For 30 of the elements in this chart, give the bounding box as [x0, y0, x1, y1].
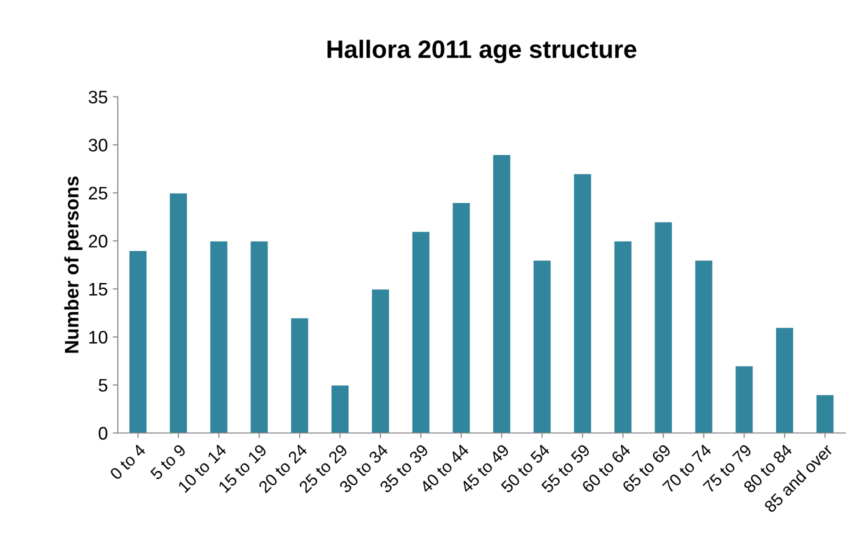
- bar: [572, 173, 592, 433]
- bar: [370, 288, 390, 433]
- y-tick-label: 15: [89, 283, 108, 296]
- y-tick-label: 30: [88, 138, 108, 152]
- bar: [734, 365, 754, 433]
- bar: [290, 317, 310, 433]
- chart-title: Hallora 2011 age structure: [328, 40, 636, 64]
- bar: [168, 192, 188, 433]
- bar: [411, 230, 431, 433]
- y-axis-title: Number of persons: [64, 176, 82, 353]
- y-tick-label: 20: [88, 234, 108, 248]
- bar: [330, 384, 350, 433]
- x-tick-label: 5 to 9: [150, 444, 186, 480]
- bar: [815, 394, 835, 433]
- bar: [774, 326, 794, 433]
- bar: [452, 202, 471, 433]
- bar: [250, 240, 269, 433]
- x-tick-label: 0 to 4: [109, 443, 146, 480]
- y-tick-label: 10: [89, 330, 108, 344]
- bar: [613, 240, 633, 433]
- bar: [654, 221, 674, 433]
- bar: [694, 260, 714, 433]
- y-tick-label: 5: [98, 379, 108, 392]
- y-tick-label: 35: [88, 90, 108, 104]
- bar: [532, 260, 552, 433]
- y-tick-label: 0: [98, 426, 108, 440]
- bar: [209, 240, 228, 433]
- bar: [492, 154, 512, 433]
- y-tick-label: 25: [88, 186, 108, 200]
- bar: [128, 250, 148, 433]
